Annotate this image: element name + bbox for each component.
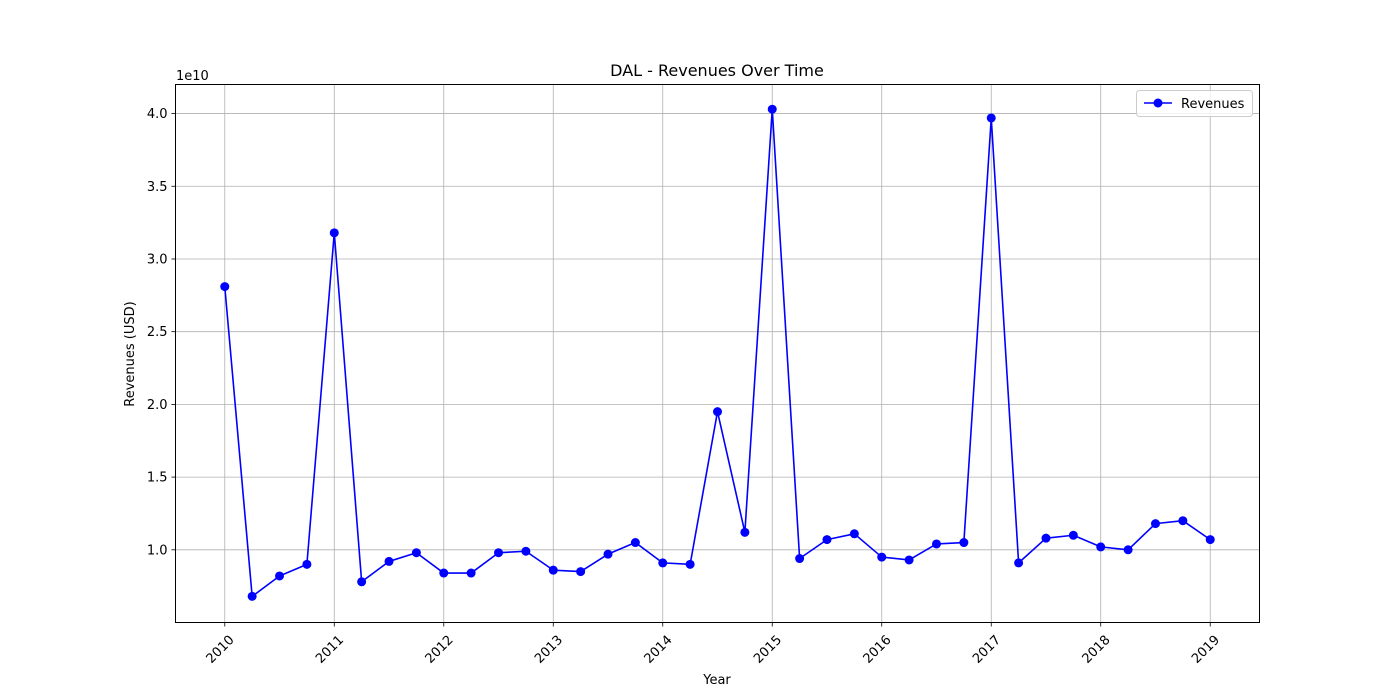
x-tick-label: 2010: [204, 633, 238, 667]
data-point: [685, 559, 695, 569]
x-tick-label: 2016: [861, 633, 895, 667]
y-tick-label: 3.0: [147, 252, 168, 267]
y-tick-label: 2.5: [147, 325, 168, 340]
data-point: [247, 591, 257, 601]
x-tick-label: 2011: [313, 633, 347, 667]
data-point: [959, 538, 969, 548]
data-point: [357, 577, 367, 587]
x-tick-label: 2013: [532, 633, 566, 667]
data-point: [1150, 519, 1160, 529]
data-point: [795, 554, 805, 564]
data-point: [1041, 533, 1051, 543]
legend-box: [1136, 90, 1253, 117]
data-point: [220, 282, 230, 292]
plot-series: [220, 104, 1215, 601]
data-point: [740, 527, 750, 537]
plot-frame: [175, 84, 1260, 623]
data-point: [877, 552, 887, 562]
data-point: [603, 549, 613, 559]
data-point: [439, 568, 449, 578]
x-tick-label: 2019: [1189, 633, 1223, 667]
x-tick-label: 2015: [751, 633, 785, 667]
data-point: [1205, 535, 1215, 545]
data-point: [1123, 545, 1133, 555]
data-point: [548, 565, 558, 575]
data-point: [849, 529, 859, 539]
y-tick-label: 4.0: [147, 107, 168, 122]
chart-title: DAL - Revenues Over Time: [610, 61, 824, 80]
y-axis-offset-label: 1e10: [176, 69, 209, 84]
series-line-revenues: [223, 108, 1211, 598]
y-tick-label: 1.0: [147, 543, 168, 558]
legend-marker-swatch: [1153, 98, 1163, 108]
data-point: [658, 558, 668, 568]
data-point: [494, 548, 504, 558]
data-point: [630, 538, 640, 548]
data-point: [986, 113, 996, 123]
y-tick-label: 3.5: [147, 180, 168, 195]
y-tick-label: 2.0: [147, 398, 168, 413]
data-point: [411, 548, 421, 558]
data-point: [329, 228, 339, 238]
data-point: [576, 567, 586, 577]
data-point: [904, 555, 914, 565]
data-point: [302, 559, 312, 569]
data-point: [822, 535, 832, 545]
data-point: [384, 556, 394, 566]
x-tick-label: 2018: [1080, 633, 1114, 667]
data-point: [767, 104, 777, 114]
grid-lines: [175, 84, 1260, 623]
x-tick-label: 2014: [642, 633, 676, 667]
legend: Revenues: [1136, 90, 1253, 117]
data-point: [1068, 530, 1078, 540]
x-tick-label: 2012: [423, 633, 457, 667]
x-axis-label: Year: [702, 673, 731, 688]
x-axis-ticks: 2010 2011 2012 2013 2014 2015 2016 2017 2018 2019: [204, 622, 1223, 667]
data-point: [931, 539, 941, 549]
data-point: [1096, 542, 1106, 552]
y-axis-ticks: 1.0 1.5 2.0 2.5 3.0 3.5 4.0: [147, 107, 176, 558]
data-point: [713, 407, 722, 417]
data-point: [521, 546, 531, 556]
data-point: [1014, 558, 1024, 568]
y-tick-label: 1.5: [147, 471, 168, 486]
x-tick-label: 2017: [970, 633, 1004, 667]
data-point: [466, 568, 476, 578]
legend-label: Revenues: [1181, 97, 1245, 112]
data-point: [275, 571, 285, 581]
y-axis-label: Revenues (USD): [123, 301, 138, 406]
data-point: [1178, 516, 1188, 526]
